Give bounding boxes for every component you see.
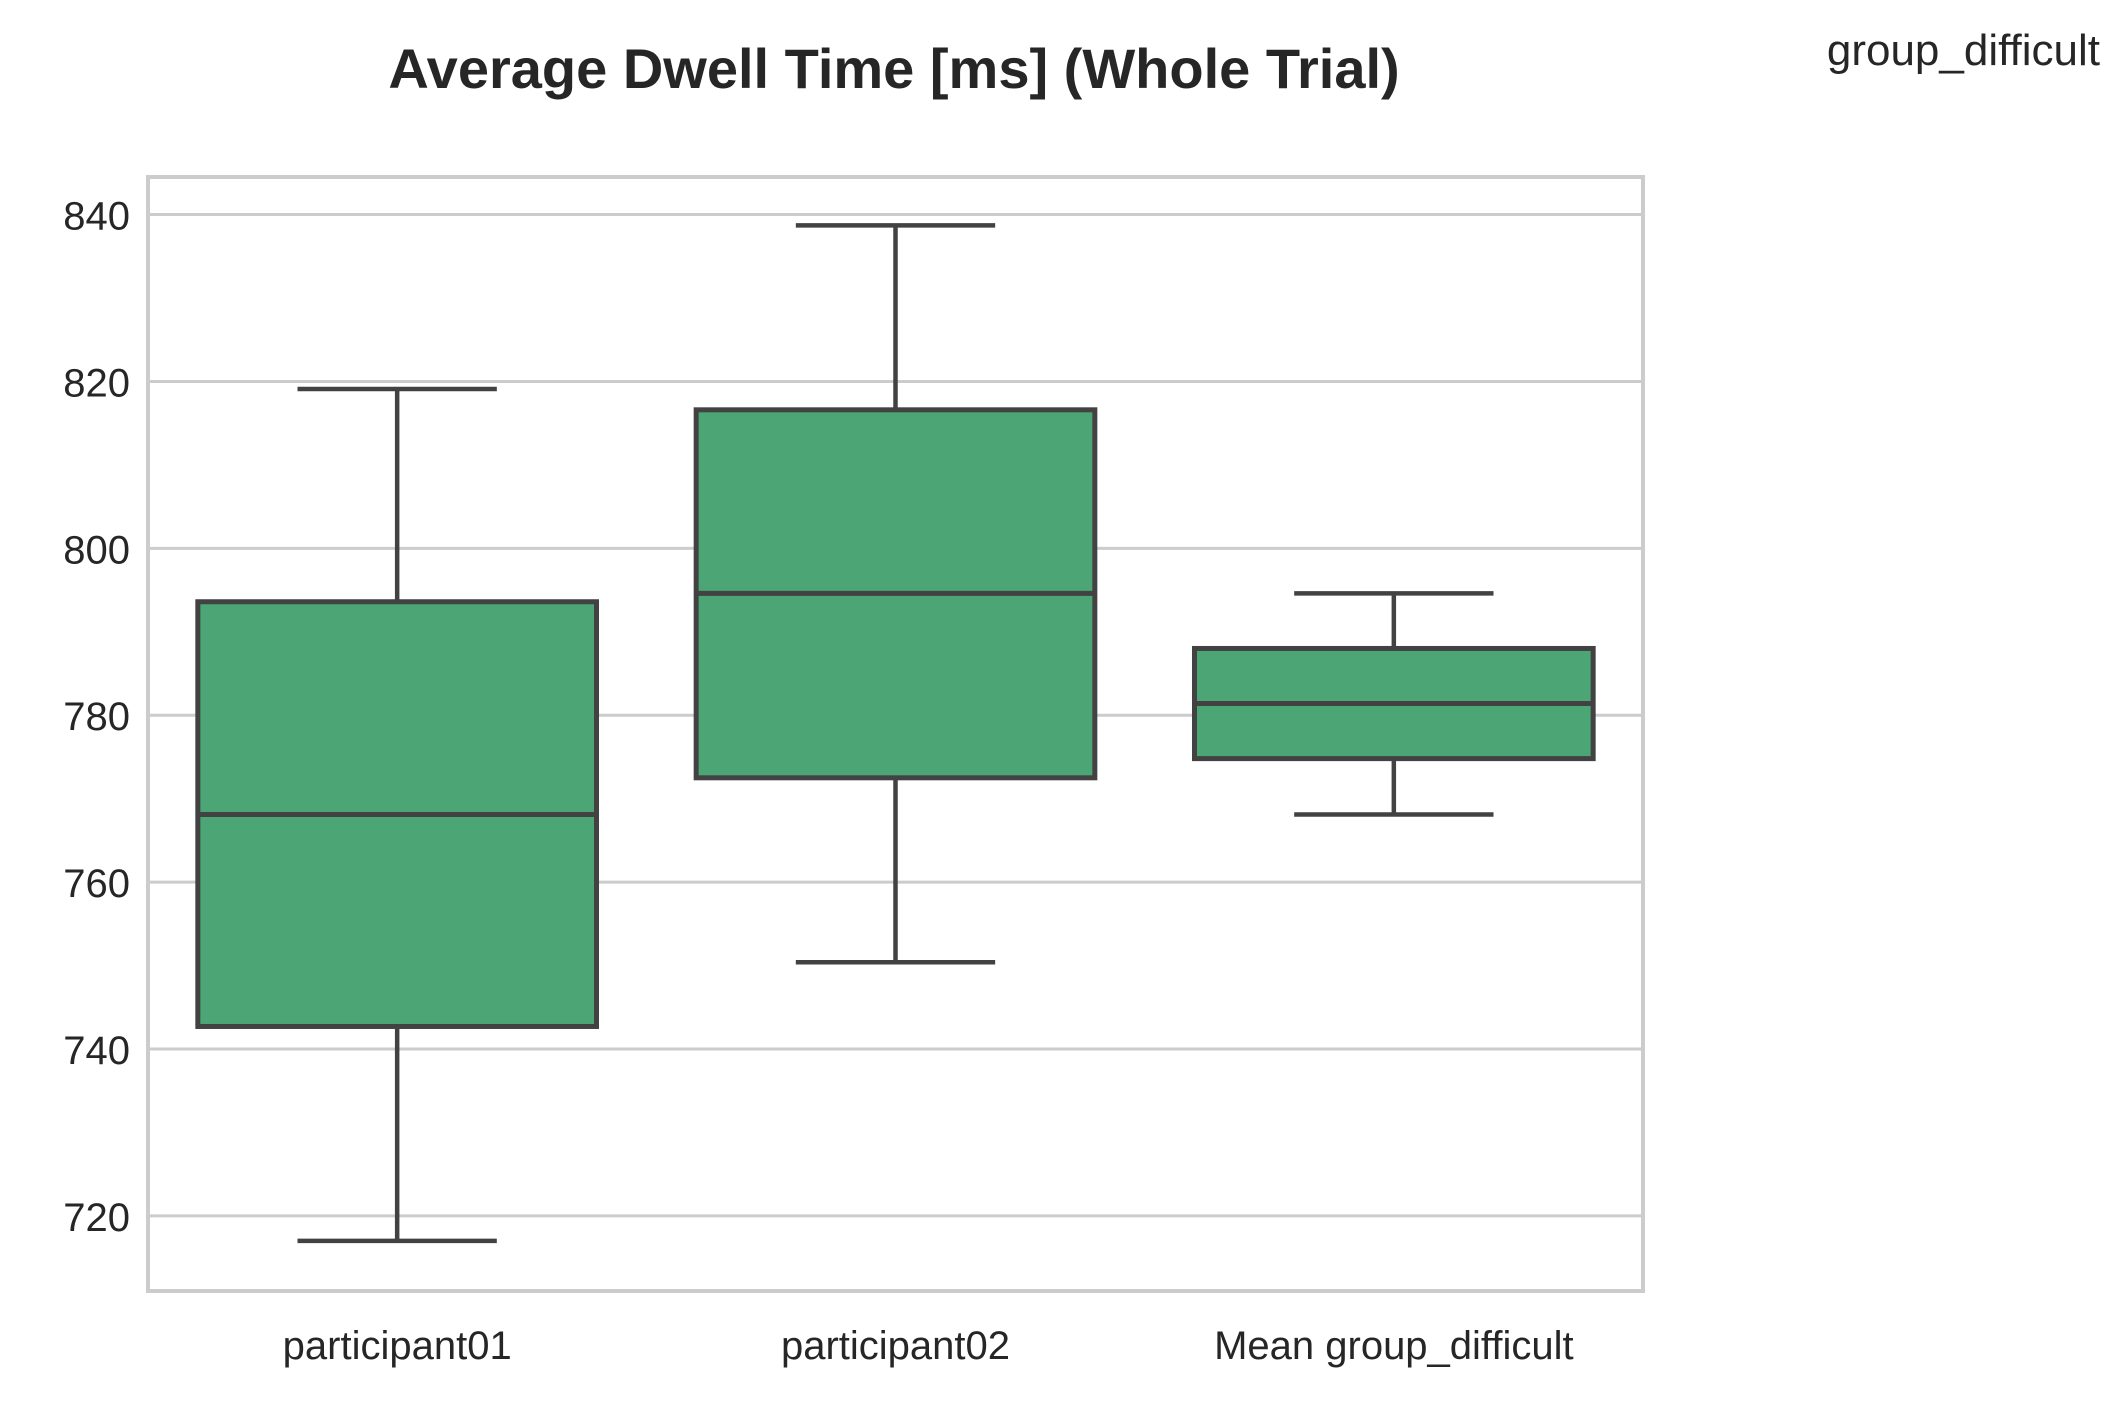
x-tick-label: participant01 — [283, 1324, 512, 1368]
box-2 — [693, 223, 1098, 965]
y-tick-label: 740 — [63, 1029, 130, 1073]
y-tick-label: 800 — [63, 528, 130, 572]
x-tick-label: Mean group_difficult — [1214, 1324, 1574, 1368]
y-tick-label: 780 — [63, 695, 130, 739]
plot-frame — [146, 175, 1645, 1293]
y-tick-label: 840 — [63, 195, 130, 239]
boxes — [195, 223, 1596, 1244]
box-3 — [1192, 591, 1596, 817]
x-tick-label: participant02 — [781, 1324, 1010, 1368]
chart-title: Average Dwell Time [ms] (Whole Trial) — [388, 37, 1399, 100]
box-1 — [195, 386, 599, 1244]
y-tick-label: 760 — [63, 862, 130, 906]
y-tick-label: 720 — [63, 1196, 130, 1240]
y-tick-label: 820 — [63, 361, 130, 405]
legend-title: group_difficult — [1827, 26, 2100, 75]
x-axis: participant01 participant02 Mean group_dif… — [283, 1324, 1574, 1368]
y-axis: 720 740 760 780 800 820 840 — [63, 195, 130, 1240]
